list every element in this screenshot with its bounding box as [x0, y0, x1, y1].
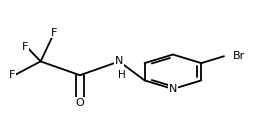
Text: Br: Br [233, 51, 245, 61]
Text: F: F [51, 28, 57, 38]
Text: F: F [9, 70, 15, 80]
Text: F: F [22, 42, 29, 52]
Text: N: N [169, 84, 177, 94]
Text: O: O [75, 98, 84, 108]
Text: N: N [115, 56, 123, 66]
Text: H: H [118, 70, 126, 79]
